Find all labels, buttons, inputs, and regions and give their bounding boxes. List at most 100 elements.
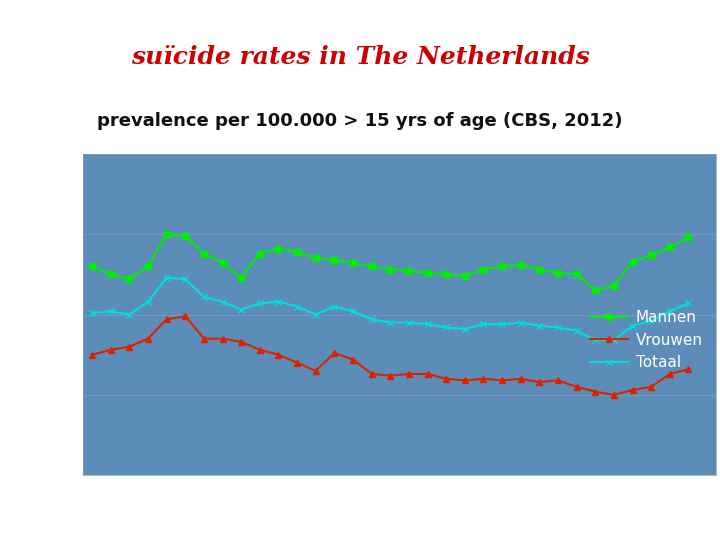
Vrouwen bbox=[572, 383, 581, 390]
Mannen bbox=[554, 269, 562, 276]
Totaal bbox=[405, 319, 413, 326]
Totaal bbox=[572, 327, 581, 334]
Totaal bbox=[461, 326, 469, 332]
Mannen bbox=[535, 266, 544, 273]
Totaal bbox=[237, 307, 246, 313]
Mannen bbox=[479, 266, 487, 273]
Mannen bbox=[256, 250, 264, 256]
Mannen bbox=[405, 268, 413, 274]
Vrouwen bbox=[144, 335, 153, 342]
Totaal bbox=[591, 337, 600, 343]
Totaal bbox=[554, 324, 562, 330]
Line: Totaal: Totaal bbox=[89, 274, 692, 344]
Totaal bbox=[312, 311, 320, 318]
Y-axis label: Aantal per 100.000: Aantal per 100.000 bbox=[39, 240, 53, 389]
Mannen bbox=[423, 269, 432, 276]
X-axis label: Jaar: Jaar bbox=[379, 519, 420, 537]
Text: suïcide rates in The Netherlands: suïcide rates in The Netherlands bbox=[130, 45, 590, 69]
Totaal bbox=[610, 337, 618, 343]
Totaal bbox=[367, 316, 376, 322]
Mannen bbox=[367, 263, 376, 269]
Totaal bbox=[293, 303, 302, 310]
Mannen bbox=[199, 250, 208, 256]
Totaal bbox=[442, 324, 451, 330]
Vrouwen bbox=[162, 316, 171, 322]
Line: Vrouwen: Vrouwen bbox=[89, 313, 692, 399]
Vrouwen bbox=[367, 371, 376, 377]
Mannen bbox=[162, 231, 171, 238]
Vrouwen bbox=[256, 347, 264, 353]
Mannen bbox=[274, 246, 283, 252]
Totaal bbox=[498, 321, 506, 327]
Vrouwen bbox=[479, 376, 487, 382]
Legend: Mannen, Vrouwen, Totaal: Mannen, Vrouwen, Totaal bbox=[584, 304, 708, 376]
Vrouwen bbox=[405, 371, 413, 377]
Totaal bbox=[647, 318, 655, 324]
Vrouwen bbox=[665, 371, 674, 377]
Vrouwen bbox=[535, 379, 544, 385]
Mannen bbox=[386, 266, 395, 273]
Totaal bbox=[423, 321, 432, 327]
Mannen bbox=[647, 252, 655, 258]
Vrouwen bbox=[423, 371, 432, 377]
Mannen bbox=[461, 273, 469, 279]
Totaal bbox=[218, 299, 227, 305]
Totaal bbox=[479, 321, 487, 327]
Totaal bbox=[348, 308, 357, 315]
Vrouwen bbox=[386, 373, 395, 379]
Vrouwen bbox=[312, 368, 320, 374]
Vrouwen bbox=[610, 392, 618, 398]
Vrouwen bbox=[591, 388, 600, 395]
Mannen bbox=[572, 271, 581, 278]
Totaal bbox=[107, 308, 115, 315]
Mannen bbox=[442, 271, 451, 278]
Mannen bbox=[498, 263, 506, 269]
Vrouwen bbox=[554, 377, 562, 383]
Mannen bbox=[610, 282, 618, 289]
Totaal bbox=[162, 274, 171, 281]
Vrouwen bbox=[199, 335, 208, 342]
Vrouwen bbox=[684, 366, 693, 373]
Vrouwen bbox=[647, 383, 655, 390]
Totaal bbox=[274, 299, 283, 305]
Mannen bbox=[629, 258, 637, 265]
Vrouwen bbox=[107, 347, 115, 353]
Vrouwen bbox=[461, 377, 469, 383]
Mannen bbox=[516, 261, 525, 268]
Vrouwen bbox=[88, 352, 96, 358]
Totaal bbox=[629, 322, 637, 329]
Line: Mannen: Mannen bbox=[89, 231, 692, 294]
Vrouwen bbox=[218, 335, 227, 342]
Mannen bbox=[348, 260, 357, 266]
Vrouwen bbox=[629, 387, 637, 393]
Mannen bbox=[144, 263, 153, 269]
Mannen bbox=[125, 276, 134, 282]
Totaal bbox=[181, 276, 189, 282]
Totaal bbox=[330, 303, 338, 310]
Totaal bbox=[256, 300, 264, 307]
Mannen bbox=[330, 256, 338, 263]
Vrouwen bbox=[330, 350, 338, 356]
Totaal bbox=[144, 299, 153, 305]
Mannen bbox=[293, 248, 302, 255]
Totaal bbox=[535, 322, 544, 329]
Mannen bbox=[665, 244, 674, 251]
Mannen bbox=[591, 287, 600, 294]
Totaal bbox=[665, 308, 674, 315]
Vrouwen bbox=[125, 343, 134, 350]
Vrouwen bbox=[237, 339, 246, 345]
Totaal bbox=[684, 300, 693, 307]
Text: prevalence per 100.000 > 15 yrs of age (CBS, 2012): prevalence per 100.000 > 15 yrs of age (… bbox=[97, 112, 623, 130]
Mannen bbox=[684, 234, 693, 241]
Vrouwen bbox=[442, 376, 451, 382]
Vrouwen bbox=[274, 352, 283, 358]
Vrouwen bbox=[498, 377, 506, 383]
Mannen bbox=[312, 255, 320, 261]
Mannen bbox=[237, 274, 246, 281]
Vrouwen bbox=[181, 313, 189, 319]
Totaal bbox=[516, 319, 525, 326]
Mannen bbox=[181, 233, 189, 239]
Totaal bbox=[125, 311, 134, 318]
Mannen bbox=[88, 263, 96, 269]
Totaal bbox=[88, 310, 96, 316]
